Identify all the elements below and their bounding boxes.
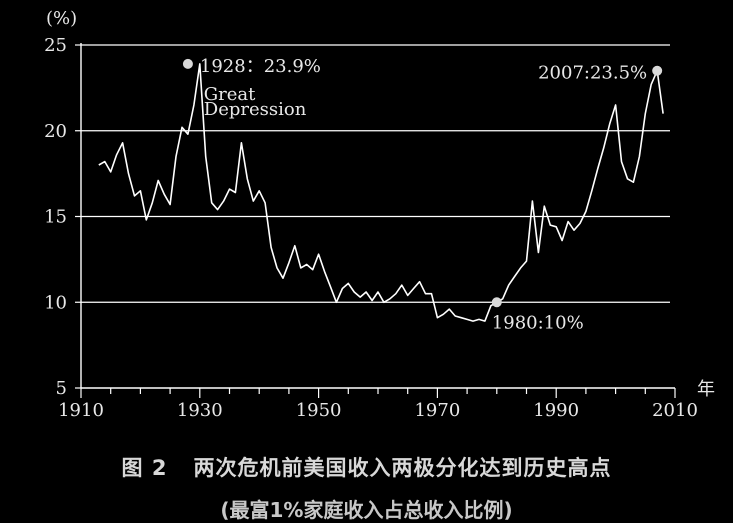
annotations: 1928：23.9% 2007:23.5% 1980:10% GreatDepress… [182,56,663,333]
annotation-label-1930-line2: Depression [204,99,307,120]
annotation-label-1928: 1928：23.9% [200,56,321,77]
figure-number: 图 2 [121,456,168,480]
chart-subtitle: (最富1%家庭收入占总收入比例) [220,498,513,522]
axes: 5 10 15 20 25 1910 1930 1950 1970 1990 2010 (%) 年 [44,8,715,421]
series-line-top1pct-share [98,63,664,322]
annotation-label-1980: 1980:10% [492,312,584,333]
y-axis-unit-label: (%) [46,8,77,29]
annotation-label-2007: 2007:23.5% [538,63,647,84]
y-tick-label-20: 20 [44,121,67,142]
figure-caption: 图 2 两次危机前美国收入两极分化达到历史高点 [0,452,733,482]
annotation-label-1930-line1: Great [204,84,256,105]
y-tick-label-25: 25 [44,35,67,56]
x-axis-unit-label: 年 [697,379,715,400]
y-tick-label-5: 5 [56,378,67,399]
x-tick-label-2010: 2010 [652,400,698,421]
x-tick-label-1910: 1910 [58,400,104,421]
data-series [98,63,664,322]
x-tick-label-1990: 1990 [533,400,579,421]
x-tick-label-1930: 1930 [177,400,223,421]
annotation-marker-2007 [652,65,663,76]
y-tick-label-15: 15 [44,207,67,228]
x-tick-label-1970: 1970 [414,400,460,421]
chart-title: 两次危机前美国收入两极分化达到历史高点 [193,456,612,480]
annotation-marker-1980 [491,297,502,308]
annotation-marker-1928 [182,58,193,69]
x-tick-label-1950: 1950 [296,400,342,421]
horizontal-gridlines [81,44,670,303]
y-tick-label-10: 10 [44,292,67,313]
